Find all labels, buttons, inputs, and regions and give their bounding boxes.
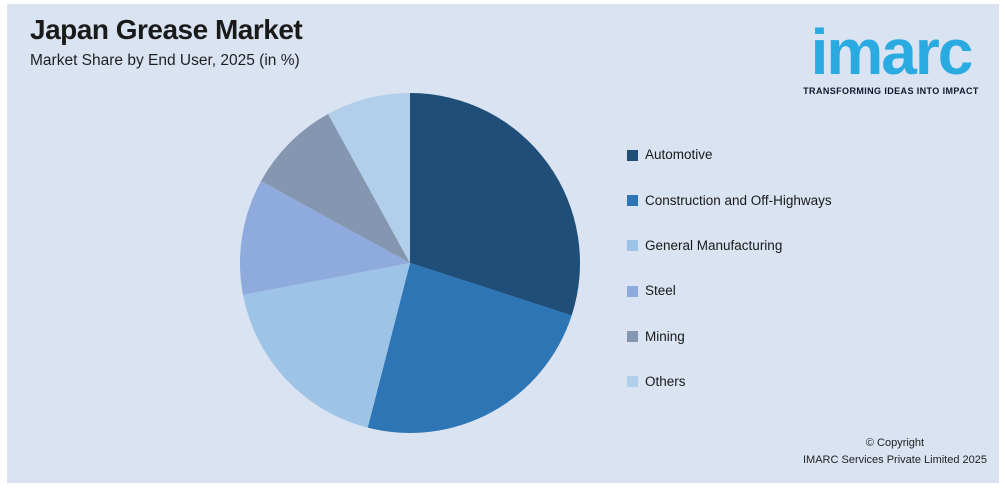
legend-swatch xyxy=(627,194,638,206)
imarc-logo-text: imarc xyxy=(810,16,974,88)
chart-panel: Japan Grease Market Market Share by End … xyxy=(7,4,999,483)
imarc-logo-tagline: TRANSFORMING IDEAS INTO IMPACT xyxy=(803,85,979,96)
legend-label: Automotive xyxy=(645,147,713,163)
page-title: Japan Grease Market xyxy=(30,14,303,45)
legend-swatch xyxy=(627,240,638,252)
legend-item-steel: Steel xyxy=(627,284,832,298)
legend-label: General Manufacturing xyxy=(645,238,783,254)
legend-swatch xyxy=(627,331,638,343)
imarc-logo: imarc TRANSFORMING IDEAS INTO IMPACT xyxy=(791,16,991,96)
legend-label: Steel xyxy=(645,283,676,299)
pie-slice-construction-and-off-highways xyxy=(367,263,572,433)
legend-label: Construction and Off-Highways xyxy=(645,192,832,208)
legend-item-general-manufacturing: General Manufacturing xyxy=(627,239,832,253)
copyright-line2: IMARC Services Private Limited 2025 xyxy=(802,453,987,466)
pie-slice-steel xyxy=(240,181,410,295)
chart-subtitle: Market Share by End User, 2025 (in %) xyxy=(30,52,300,69)
legend-label: Mining xyxy=(645,328,685,344)
legend-swatch xyxy=(627,149,638,161)
legend-item-others: Others xyxy=(627,375,832,389)
pie-slice-mining xyxy=(261,114,410,263)
pie-slice-automotive xyxy=(410,93,580,316)
pie-chart xyxy=(240,93,580,433)
legend: Automotive Construction and Off-Highways G… xyxy=(627,148,832,389)
legend-item-automotive: Automotive xyxy=(627,148,832,162)
legend-swatch xyxy=(627,376,638,388)
legend-item-mining: Mining xyxy=(627,330,832,344)
copyright: © Copyright IMARC Services Private Limit… xyxy=(803,435,987,469)
legend-label: Others xyxy=(645,374,686,390)
pie-slice-others xyxy=(328,93,410,263)
legend-swatch xyxy=(627,285,638,297)
pie-slice-general-manufacturing xyxy=(243,263,410,428)
legend-item-construction-and-off-highways: Construction and Off-Highways xyxy=(627,193,832,207)
copyright-line1: © Copyright xyxy=(865,436,925,449)
